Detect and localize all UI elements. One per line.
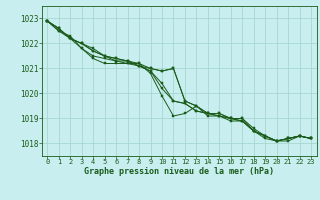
X-axis label: Graphe pression niveau de la mer (hPa): Graphe pression niveau de la mer (hPa): [84, 167, 274, 176]
